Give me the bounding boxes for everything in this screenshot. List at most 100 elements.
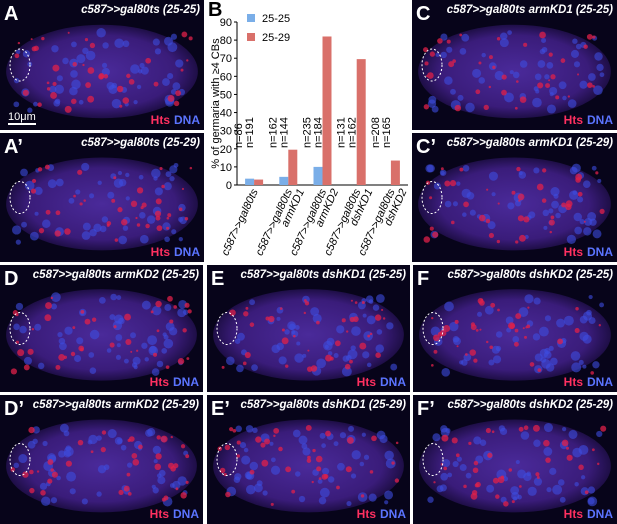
hts-signal bbox=[126, 73, 131, 79]
stain-label: Hts bbox=[564, 113, 584, 127]
nucleus bbox=[440, 51, 447, 59]
nucleus bbox=[461, 359, 468, 366]
nucleus bbox=[171, 229, 177, 235]
hts-signal bbox=[454, 319, 459, 324]
nucleus bbox=[366, 315, 376, 325]
hts-signal bbox=[185, 480, 189, 484]
nucleus bbox=[509, 70, 514, 75]
hts-signal bbox=[44, 314, 52, 322]
hts-signal bbox=[71, 98, 77, 105]
hts-signal bbox=[583, 44, 588, 49]
bar bbox=[322, 36, 332, 185]
nucleus bbox=[498, 425, 506, 432]
hts-signal bbox=[318, 477, 322, 480]
stain-label: Hts bbox=[564, 507, 584, 521]
nucleus bbox=[162, 78, 170, 86]
nucleus bbox=[15, 49, 21, 55]
nucleus bbox=[291, 330, 299, 338]
hts-signal bbox=[543, 439, 550, 447]
hts-signal bbox=[90, 450, 94, 454]
nucleus bbox=[528, 211, 536, 219]
hts-signal bbox=[156, 329, 160, 333]
panel-title: c587>>gal80ts dshKD1 (25-25) bbox=[240, 269, 406, 281]
hts-signal bbox=[219, 467, 226, 474]
nucleus bbox=[573, 61, 581, 68]
nucleus bbox=[596, 63, 604, 72]
hts-signal bbox=[84, 318, 91, 325]
nucleus bbox=[37, 362, 45, 370]
hts-signal bbox=[113, 325, 117, 329]
nucleus bbox=[163, 338, 174, 349]
hts-signal bbox=[22, 471, 29, 478]
stain-label: Hts bbox=[357, 507, 377, 521]
hts-signal bbox=[423, 236, 431, 243]
hts-signal bbox=[583, 220, 586, 223]
hts-signal bbox=[15, 340, 20, 344]
nucleus bbox=[465, 472, 472, 479]
nucleus bbox=[18, 454, 28, 464]
hts-signal bbox=[325, 354, 332, 362]
hts-signal bbox=[470, 324, 477, 331]
panel-title: c587>>gal80ts dshKD2 (25-25) bbox=[447, 269, 613, 281]
nucleus bbox=[156, 360, 164, 368]
nucleus bbox=[57, 331, 63, 338]
nucleus bbox=[154, 187, 163, 196]
hts-signal bbox=[98, 73, 104, 80]
nucleus bbox=[15, 239, 21, 245]
nucleus bbox=[298, 435, 308, 445]
nucleus bbox=[102, 42, 109, 49]
nucleus bbox=[435, 52, 440, 57]
tissue bbox=[213, 289, 404, 381]
nucleus bbox=[512, 71, 520, 79]
hts-signal bbox=[545, 457, 551, 463]
nucleus bbox=[270, 457, 276, 463]
nucleus bbox=[133, 100, 138, 105]
hts-signal bbox=[125, 338, 132, 346]
nucleus bbox=[456, 456, 462, 462]
hts-signal bbox=[536, 183, 544, 191]
micrograph-panel: F’ c587>>gal80ts dshKD2 (25-29) Hts DNA bbox=[413, 395, 617, 524]
hts-signal bbox=[598, 324, 601, 327]
nucleus bbox=[13, 462, 20, 469]
nucleus bbox=[493, 355, 502, 364]
nucleus bbox=[582, 334, 592, 344]
panel-letter: B bbox=[208, 0, 222, 21]
hts-signal bbox=[29, 469, 34, 475]
nucleus bbox=[449, 321, 459, 332]
tissue bbox=[6, 289, 197, 381]
nucleus bbox=[540, 356, 547, 363]
hts-signal bbox=[145, 57, 152, 64]
hts-signal bbox=[443, 325, 451, 332]
nucleus bbox=[165, 322, 175, 331]
niche-outline bbox=[422, 312, 444, 345]
hts-signal bbox=[432, 231, 439, 238]
x-tick-label: c587>>gal80ts bbox=[219, 187, 261, 258]
stain-label: Hts bbox=[564, 245, 584, 259]
nucleus bbox=[504, 92, 514, 103]
nucleus bbox=[276, 306, 284, 314]
nucleus bbox=[322, 467, 330, 475]
nucleus bbox=[582, 180, 591, 188]
hts-signal bbox=[70, 351, 76, 357]
nucleus bbox=[164, 304, 172, 311]
nucleus bbox=[161, 348, 168, 354]
nucleus bbox=[74, 354, 82, 363]
hts-signal bbox=[78, 345, 85, 352]
n-label: n=235 bbox=[302, 117, 314, 148]
nucleus bbox=[580, 475, 586, 480]
hts-signal bbox=[532, 424, 540, 432]
hts-signal bbox=[127, 491, 132, 496]
scale-label: 10μm bbox=[8, 111, 36, 123]
hts-signal bbox=[121, 219, 128, 226]
y-tick-label: 10 bbox=[220, 162, 232, 174]
nucleus bbox=[507, 202, 515, 210]
nucleus bbox=[51, 45, 59, 53]
hts-signal bbox=[58, 354, 66, 361]
nucleus bbox=[270, 465, 281, 475]
nucleus bbox=[441, 368, 451, 377]
stain-label: DNA bbox=[587, 113, 613, 127]
nucleus bbox=[138, 69, 143, 74]
nucleus bbox=[570, 351, 581, 361]
